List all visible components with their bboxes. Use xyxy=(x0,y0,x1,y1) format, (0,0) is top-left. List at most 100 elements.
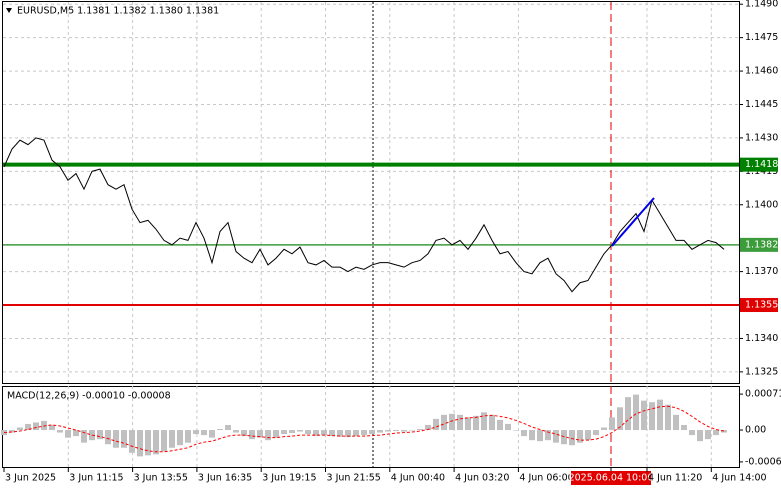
x-tick-label: 4 Jun 00:40 xyxy=(391,473,445,484)
macd-bar xyxy=(105,430,111,445)
macd-bar xyxy=(1,430,7,436)
macd-bar xyxy=(673,414,679,431)
macd-bar xyxy=(505,423,511,431)
macd-bar xyxy=(721,430,727,433)
macd-bar xyxy=(609,417,615,431)
macd-bar xyxy=(577,430,583,443)
macd-bar xyxy=(265,430,271,441)
grid xyxy=(3,2,739,468)
y-tick-label: 1.1430 xyxy=(745,132,778,143)
macd-bar xyxy=(209,430,215,438)
macd-bar xyxy=(425,424,431,431)
x-tick-label: 3 Jun 11:15 xyxy=(69,473,123,484)
macd-bar xyxy=(233,430,239,433)
macd-bar xyxy=(241,430,247,437)
macd-bar xyxy=(161,430,167,452)
macd-bar xyxy=(593,430,599,436)
level-label: 1.1418 xyxy=(745,159,778,170)
macd-bar xyxy=(417,429,423,431)
macd-bar xyxy=(329,430,335,437)
macd-bar xyxy=(81,430,87,443)
level-label: 1.1382 xyxy=(745,239,778,250)
macd-bar xyxy=(649,402,655,431)
macd-bar xyxy=(281,430,287,435)
macd-bar xyxy=(25,423,31,431)
x-tick-label: 4 Jun 03:20 xyxy=(455,473,509,484)
macd-bar xyxy=(465,417,471,431)
macd-bar xyxy=(33,422,39,431)
x-tick-label: 4 Jun 14:00 xyxy=(712,473,766,484)
macd-bar xyxy=(17,427,23,431)
macd-bar xyxy=(177,430,183,446)
macd-bar xyxy=(305,430,311,435)
macd-bar xyxy=(537,430,543,442)
macd-bar xyxy=(553,430,559,443)
y-tick-label: 1.1490 xyxy=(745,0,778,10)
labels: 1.14901.14751.14601.14451.14301.14151.14… xyxy=(3,0,781,485)
macd-bar xyxy=(369,430,375,435)
macd-bar xyxy=(169,430,175,448)
macd-bar xyxy=(321,430,327,436)
macd-bar xyxy=(529,430,535,441)
macd-bar xyxy=(569,430,575,446)
price-line xyxy=(3,137,725,293)
x-tick-label: 3 Jun 19:15 xyxy=(262,473,316,484)
level-label-bg xyxy=(740,237,778,252)
macd-y-tick-label: 0.00071 xyxy=(745,389,781,400)
macd-bar xyxy=(353,430,359,437)
x-tick-label: 4 Jun 11:20 xyxy=(648,473,702,484)
macd-bar xyxy=(713,430,719,436)
macd-bar xyxy=(201,430,207,436)
macd-bar xyxy=(361,430,367,436)
macd-bar xyxy=(57,430,63,433)
y-tick-label: 1.1370 xyxy=(745,266,778,277)
macd-bar xyxy=(697,430,703,442)
macd-bar xyxy=(681,424,687,431)
chart-title: EURUSD,M5 1.1381 1.1382 1.1380 1.1381 xyxy=(17,6,219,17)
macd-y-tick-label: 0.00 xyxy=(745,425,766,436)
marks xyxy=(1,137,739,457)
y-tick-label: 1.1475 xyxy=(745,32,778,43)
macd-bar xyxy=(433,418,439,431)
macd-bar xyxy=(665,404,671,431)
macd-bar xyxy=(385,430,391,432)
macd-bar xyxy=(121,430,127,448)
macd-bar xyxy=(449,413,455,431)
macd-bar xyxy=(337,430,343,437)
macd-bar xyxy=(393,430,399,432)
macd-bar xyxy=(129,430,135,453)
macd-panel xyxy=(2,386,740,468)
macd-bar xyxy=(473,415,479,431)
macd-bar xyxy=(145,430,151,456)
macd-bar xyxy=(705,430,711,440)
macd-bar xyxy=(273,430,279,438)
macd-bar xyxy=(225,424,231,431)
x-tick-label: 3 Jun 21:55 xyxy=(327,473,381,484)
macd-bar xyxy=(521,430,527,437)
y-tick-label: 1.1325 xyxy=(745,366,778,377)
menu-arrow[interactable] xyxy=(6,8,12,13)
macd-y-tick-label: -0.00063 xyxy=(745,456,781,467)
macd-bar xyxy=(217,429,223,431)
macd-bar xyxy=(313,430,319,437)
macd-signal xyxy=(3,405,725,453)
macd-bar xyxy=(625,397,631,431)
macd-bar xyxy=(689,430,695,436)
level-label-bg xyxy=(740,298,778,313)
macd-label: MACD(12,26,9) -0.00010 -0.00008 xyxy=(7,391,171,402)
macd-bar xyxy=(545,430,551,441)
x-tick-label: 3 Jun 2025 xyxy=(5,473,56,484)
macd-bar xyxy=(633,394,639,431)
macd-bar xyxy=(641,400,647,431)
macd-bar xyxy=(489,414,495,431)
level-label-bg xyxy=(740,157,778,172)
macd-bar xyxy=(49,424,55,431)
macd-bar xyxy=(297,430,303,432)
y-tick-label: 1.1340 xyxy=(745,333,778,344)
macd-bar xyxy=(409,430,415,431)
macd-bar xyxy=(257,430,263,438)
y-tick-label: 1.1400 xyxy=(745,199,778,210)
y-tick-label: 1.1460 xyxy=(745,66,778,77)
macd-bar xyxy=(65,430,71,438)
macd-bar xyxy=(41,420,47,431)
